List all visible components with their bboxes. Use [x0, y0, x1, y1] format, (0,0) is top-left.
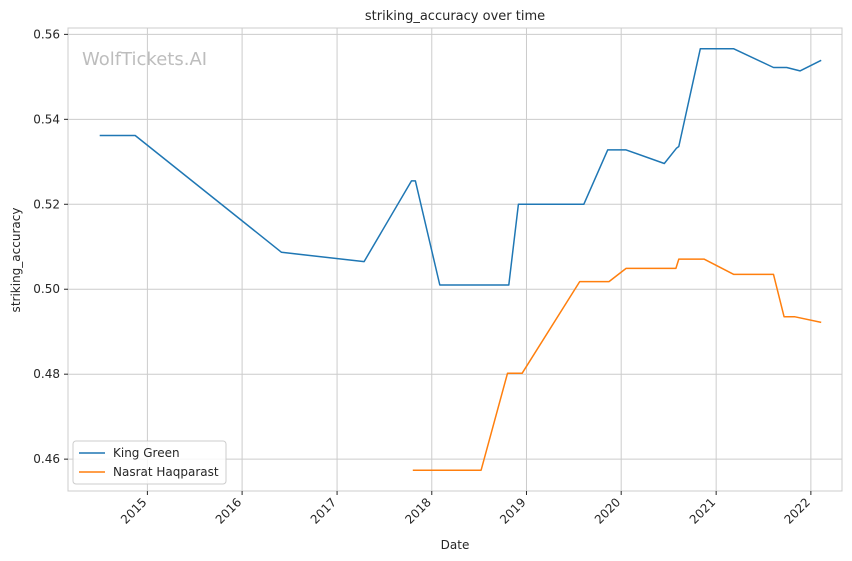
- legend-label-nasrat-haqparast: Nasrat Haqparast: [113, 465, 219, 479]
- x-axis-label: Date: [441, 538, 470, 552]
- y-axis-label: striking_accuracy: [9, 208, 23, 313]
- series-line-nasrat-haqparast: [412, 258, 822, 471]
- watermark: WolfTickets.AI: [82, 49, 207, 70]
- y-axis-ticks: 0.46 0.48 0.50 0.52 0.54 0.56: [33, 27, 68, 466]
- legend: King Green Nasrat Haqparast: [72, 440, 227, 485]
- y-tick-label: 0.50: [33, 282, 60, 296]
- legend-label-king-green: King Green: [113, 446, 180, 460]
- chart-title: striking_accuracy over time: [365, 9, 545, 24]
- y-tick-label: 0.46: [33, 452, 60, 466]
- series-line-king-green: [99, 48, 822, 286]
- y-tick-label: 0.52: [33, 197, 60, 211]
- series-layer: [99, 48, 822, 471]
- y-tick-label: 0.48: [33, 367, 60, 381]
- legend-box: [72, 440, 227, 485]
- y-tick-label: 0.54: [33, 112, 60, 126]
- y-tick-label: 0.56: [33, 27, 60, 41]
- plot-area: [67, 27, 843, 492]
